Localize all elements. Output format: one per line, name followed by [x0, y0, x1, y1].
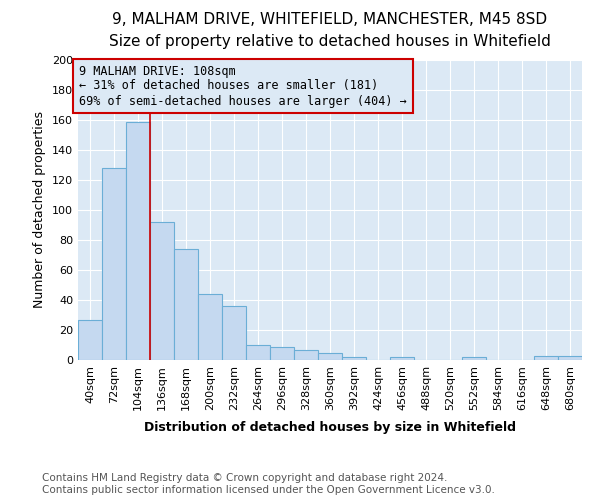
Bar — [78, 320, 102, 360]
Bar — [222, 306, 246, 360]
Bar — [126, 122, 150, 360]
Bar — [270, 346, 294, 360]
Text: 9 MALHAM DRIVE: 108sqm
← 31% of detached houses are smaller (181)
69% of semi-de: 9 MALHAM DRIVE: 108sqm ← 31% of detached… — [79, 64, 407, 108]
Bar — [558, 356, 582, 360]
Bar — [318, 352, 342, 360]
Bar — [102, 168, 126, 360]
Bar — [462, 357, 486, 360]
Bar — [534, 356, 558, 360]
Bar — [294, 350, 318, 360]
Text: Contains HM Land Registry data © Crown copyright and database right 2024.
Contai: Contains HM Land Registry data © Crown c… — [42, 474, 495, 495]
Title: 9, MALHAM DRIVE, WHITEFIELD, MANCHESTER, M45 8SD
Size of property relative to de: 9, MALHAM DRIVE, WHITEFIELD, MANCHESTER,… — [109, 12, 551, 49]
Bar — [390, 357, 414, 360]
Bar — [198, 294, 222, 360]
Bar — [246, 345, 270, 360]
Bar — [174, 249, 198, 360]
X-axis label: Distribution of detached houses by size in Whitefield: Distribution of detached houses by size … — [144, 421, 516, 434]
Bar — [150, 222, 174, 360]
Bar — [342, 357, 366, 360]
Y-axis label: Number of detached properties: Number of detached properties — [34, 112, 46, 308]
